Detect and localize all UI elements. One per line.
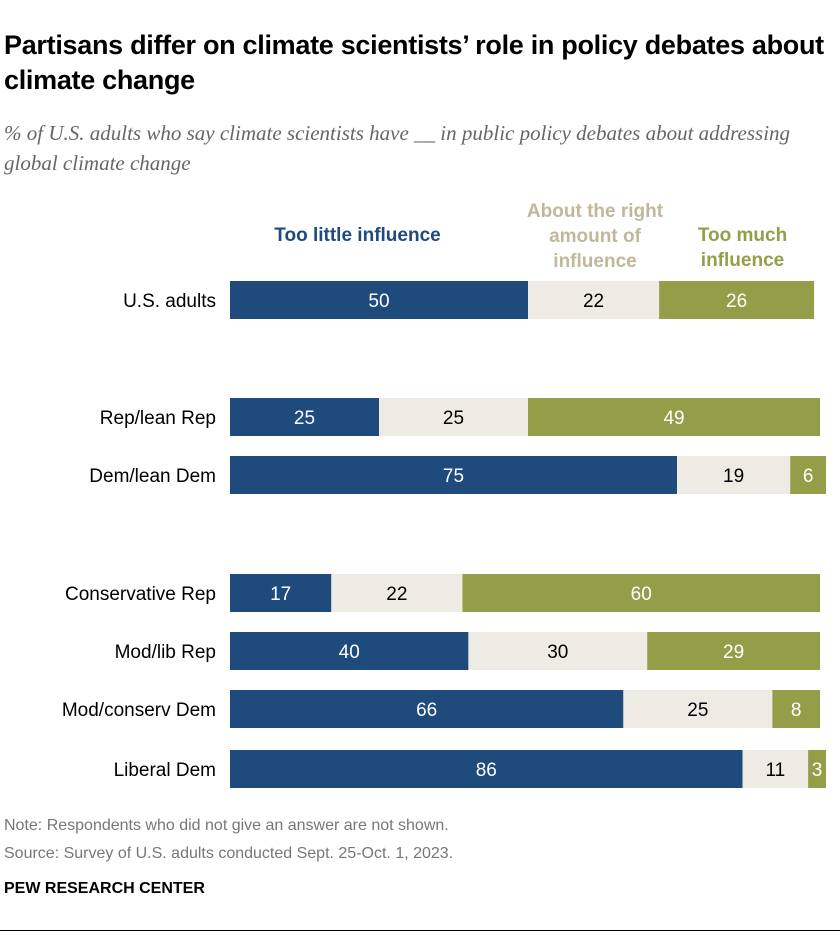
data-label: 86: [476, 760, 497, 781]
bar-segment: [790, 456, 826, 494]
legend-too-little: Too little influence: [274, 225, 441, 246]
source: Source: Survey of U.S. adults conducted …: [4, 845, 454, 862]
data-label: 25: [687, 700, 708, 721]
bar-segment: [230, 632, 469, 670]
chart-subtitle: % of U.S. adults who say climate scienti…: [4, 121, 791, 175]
bar-segment: [468, 632, 648, 670]
bar-segment: [462, 574, 821, 612]
data-label: 40: [339, 642, 360, 663]
category-label: Conservative Rep: [65, 584, 216, 605]
data-label: 22: [583, 291, 604, 312]
data-label: 19: [723, 466, 744, 487]
brand-logo: PEW RESEARCH CENTER: [4, 880, 205, 897]
category-label: Dem/lean Dem: [89, 466, 216, 487]
bar-segment: [808, 750, 826, 788]
data-label: 26: [726, 291, 747, 312]
category-label: Liberal Dem: [114, 760, 216, 781]
data-label: 30: [547, 642, 568, 663]
bottom-rule: [0, 930, 840, 931]
bar-segment: [528, 398, 821, 436]
data-label: 66: [416, 700, 437, 721]
bar-segment: [772, 690, 821, 728]
bar-segment: [659, 281, 815, 319]
bar-segment: [379, 398, 528, 436]
bar-segment: [230, 750, 743, 788]
bar-segment: [230, 456, 677, 494]
data-label: 60: [631, 584, 652, 605]
data-label: 3: [812, 760, 823, 781]
bar-segment: [623, 690, 773, 728]
category-label: U.S. adults: [123, 291, 216, 312]
bar-segment: [230, 281, 528, 319]
data-label: 11: [765, 760, 785, 781]
category-label: Rep/lean Rep: [100, 408, 216, 429]
legend-right-amount: About the right amount of influence: [526, 201, 664, 272]
data-label: 75: [443, 466, 464, 487]
bar-segment: [331, 574, 463, 612]
data-label: 50: [368, 291, 389, 312]
data-label: 49: [663, 408, 684, 429]
data-label: 8: [791, 700, 802, 721]
data-label: 22: [386, 584, 407, 605]
data-label: 25: [294, 408, 315, 429]
bar-segment: [647, 632, 821, 670]
data-label: 6: [803, 466, 814, 487]
bar-segment: [677, 456, 791, 494]
bar-segment: [742, 750, 809, 788]
chart-title: Partisans differ on climate scientists’ …: [4, 30, 824, 95]
data-label: 29: [723, 642, 744, 663]
note: Note: Respondents who did not give an an…: [4, 817, 449, 834]
legend-too-much: Too much influence: [697, 225, 788, 271]
category-label: Mod/lib Rep: [115, 642, 216, 663]
category-label: Mod/conserv Dem: [62, 700, 216, 721]
bar-segment: [230, 690, 624, 728]
data-label: 17: [270, 584, 291, 605]
bar-segment: [528, 281, 660, 319]
data-label: 25: [443, 408, 464, 429]
bar-segment: [230, 398, 379, 436]
bar-segment: [230, 574, 332, 612]
